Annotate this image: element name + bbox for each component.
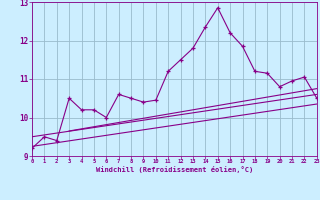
X-axis label: Windchill (Refroidissement éolien,°C): Windchill (Refroidissement éolien,°C) <box>96 166 253 173</box>
